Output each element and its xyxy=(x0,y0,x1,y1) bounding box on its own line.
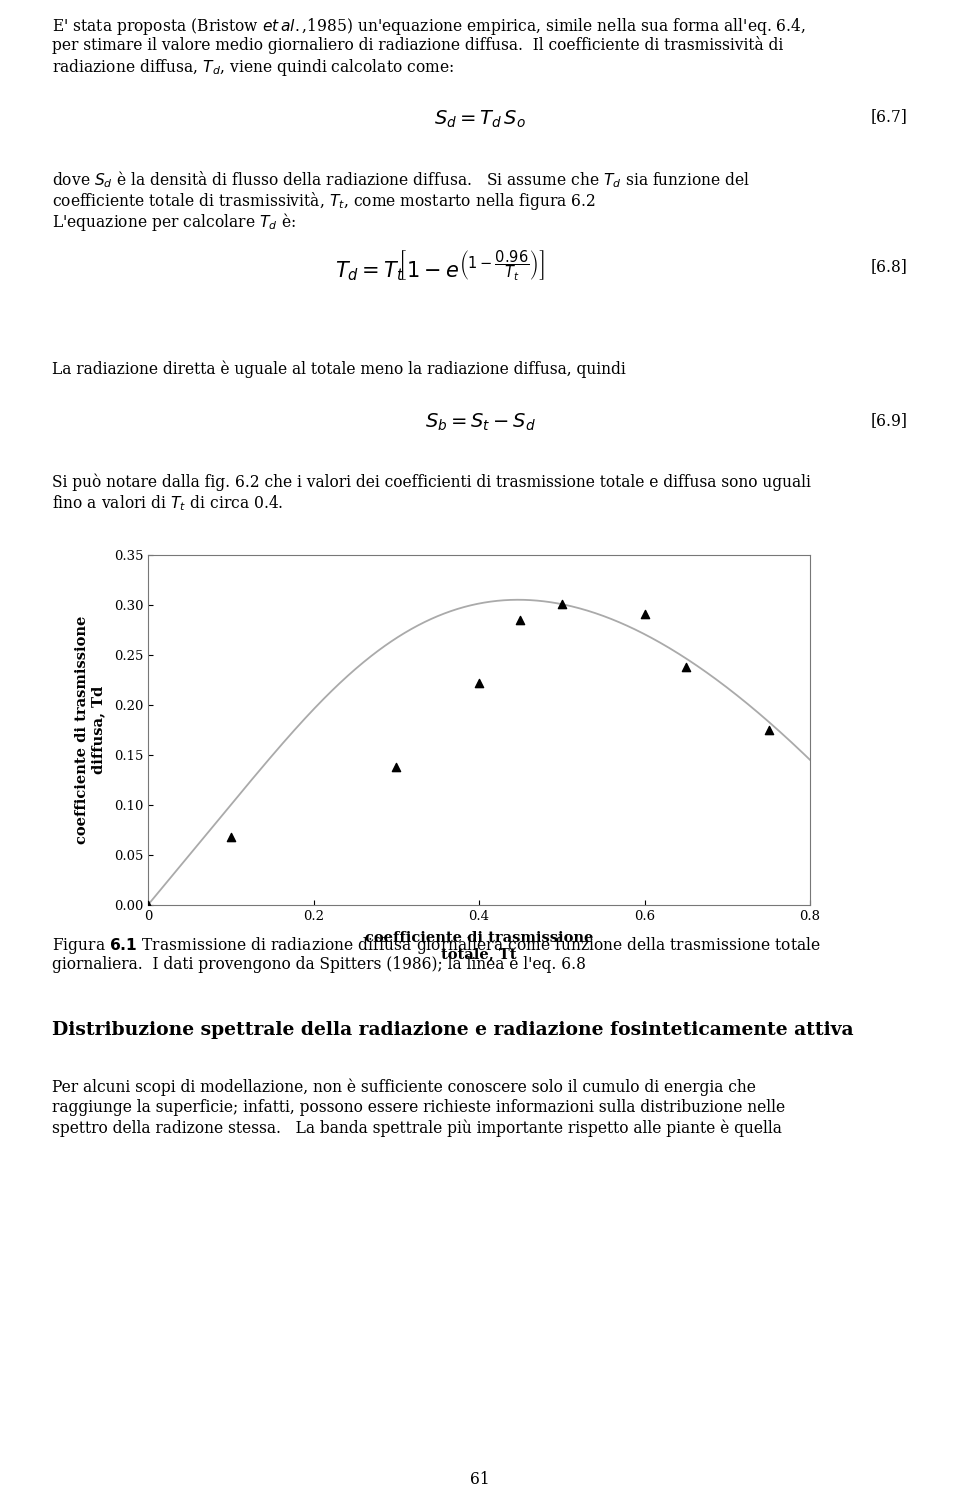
Text: per stimare il valore medio giornaliero di radiazione diffusa.  Il coefficiente : per stimare il valore medio giornaliero … xyxy=(52,36,783,55)
Text: $T_d =T_t \!\left[1-e^{\left(1-\dfrac{0.96}{T_t}\right)}\right]$: $T_d =T_t \!\left[1-e^{\left(1-\dfrac{0.… xyxy=(335,248,545,282)
Point xyxy=(678,655,693,679)
Text: radiazione diffusa, $T_d$, viene quindi calcolato come:: radiazione diffusa, $T_d$, viene quindi … xyxy=(52,57,454,78)
Text: $S_d =T_d \, S_o$: $S_d =T_d \, S_o$ xyxy=(434,109,526,130)
Text: raggiunge la superficie; infatti, possono essere richieste informazioni sulla di: raggiunge la superficie; infatti, posson… xyxy=(52,1099,785,1115)
Y-axis label: coefficiente di trasmissione
diffusa, Td: coefficiente di trasmissione diffusa, Td xyxy=(75,615,106,844)
Text: dove $S_d$ è la densità di flusso della radiazione diffusa.   Si assume che $T_d: dove $S_d$ è la densità di flusso della … xyxy=(52,170,750,191)
Text: 61: 61 xyxy=(470,1471,490,1489)
X-axis label: coefficiente di trasmissione
totale, Tt: coefficiente di trasmissione totale, Tt xyxy=(365,932,593,961)
Point xyxy=(636,602,652,626)
Text: E' stata proposta (Bristow $\it{et\,al.}$,1985) un'equazione empirica, simile ne: E' stata proposta (Bristow $\it{et\,al.}… xyxy=(52,16,805,37)
Point xyxy=(554,591,569,615)
Text: spettro della radizone stessa.   La banda spettrale più importante rispetto alle: spettro della radizone stessa. La banda … xyxy=(52,1120,781,1136)
Point xyxy=(761,718,777,742)
Text: [6.9]: [6.9] xyxy=(870,412,907,428)
Text: $S_b = S_t - S_d$: $S_b = S_t - S_d$ xyxy=(424,412,536,433)
Point xyxy=(389,755,404,779)
Text: Per alcuni scopi di modellazione, non è sufficiente conoscere solo il cumulo di : Per alcuni scopi di modellazione, non è … xyxy=(52,1078,756,1096)
Text: [6.7]: [6.7] xyxy=(871,109,907,125)
Text: [6.8]: [6.8] xyxy=(871,258,907,275)
Point xyxy=(223,826,238,850)
Text: giornaliera.  I dati provengono da Spitters (1986); la linea è l'eq. 6.8: giornaliera. I dati provengono da Spitte… xyxy=(52,956,586,973)
Point xyxy=(513,608,528,632)
Point xyxy=(471,670,487,694)
Text: Si può notare dalla fig. 6.2 che i valori dei coefficienti di trasmissione total: Si può notare dalla fig. 6.2 che i valor… xyxy=(52,473,810,491)
Text: coefficiente totale di trasmissività, $T_t$, come mostarto nella figura 6.2: coefficiente totale di trasmissività, $T… xyxy=(52,190,595,212)
Text: Figura $\mathbf{6.1}$ Trasmissione di radiazione diffusa giornaliera come funzio: Figura $\mathbf{6.1}$ Trasmissione di ra… xyxy=(52,935,821,956)
Text: L'equazione per calcolare $T_d$ è:: L'equazione per calcolare $T_d$ è: xyxy=(52,211,296,233)
Text: Distribuzione spettrale della radiazione e radiazione fosinteticamente attiva: Distribuzione spettrale della radiazione… xyxy=(52,1021,853,1039)
Text: fino a valori di $T_t$ di circa 0.4.: fino a valori di $T_t$ di circa 0.4. xyxy=(52,494,283,514)
Point xyxy=(140,893,156,917)
Text: La radiazione diretta è uguale al totale meno la radiazione diffusa, quindi: La radiazione diretta è uguale al totale… xyxy=(52,360,626,378)
